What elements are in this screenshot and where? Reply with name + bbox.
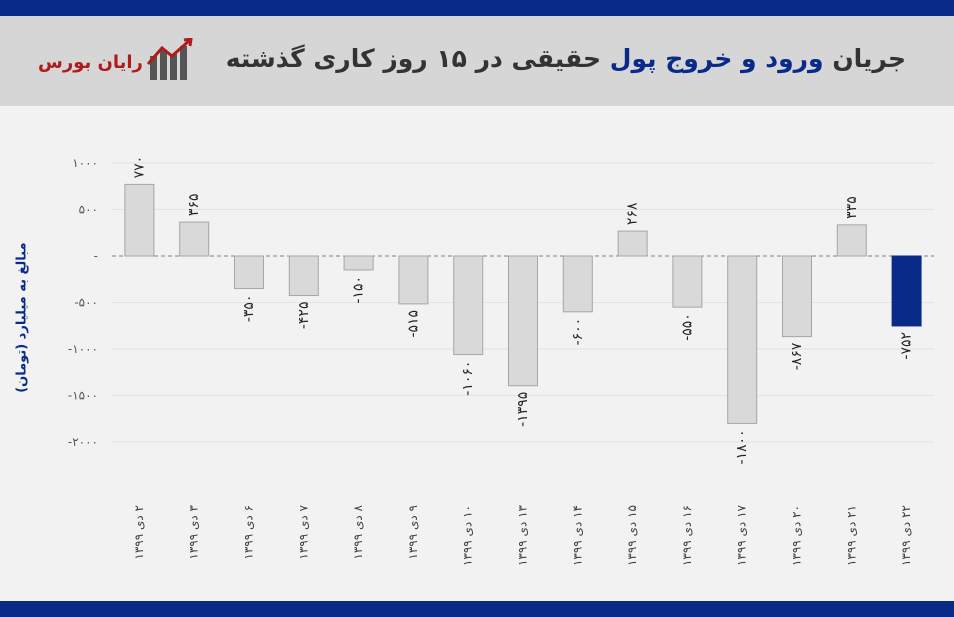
data-label: -۸۶۷	[789, 342, 805, 370]
top-border-bar	[0, 0, 954, 16]
bar	[234, 255, 264, 290]
x-tick-label: ۲۱ دی ۱۳۹۹	[844, 505, 858, 566]
x-tick-label: ۶ دی ۱۳۹۹	[242, 505, 256, 560]
logo-text: رایان بورس	[38, 52, 143, 73]
data-label: ۲۶۸	[625, 202, 641, 225]
x-tick-label: ۱۰ دی ۱۳۹۹	[461, 505, 475, 566]
data-label: -۴۲۵	[296, 302, 312, 330]
data-label: -۶۰۰	[570, 318, 586, 346]
data-label: -۷۵۲	[899, 332, 915, 360]
y-tick-label: -۱۵۰۰	[68, 389, 98, 403]
x-tick-label: ۲۲ دی ۱۳۹۹	[899, 505, 913, 566]
x-tick-label: ۸ دی ۱۳۹۹	[351, 504, 365, 559]
x-tick-label: ۹ دی ۱۳۹۹	[406, 505, 420, 560]
data-label: -۱۸۰۰	[734, 429, 750, 464]
data-label: -۱۰۶۰	[460, 361, 476, 396]
data-label: -۱۳۹۵	[515, 392, 531, 427]
x-tick-label: ۲۰ دی ۱۳۹۹	[790, 505, 804, 566]
y-tick-label: -۲۰۰۰	[68, 435, 98, 449]
logo: رایان بورس	[38, 38, 198, 82]
title-accent: ورود و خروج پول	[609, 44, 824, 73]
data-label: -۱۵۰	[351, 276, 367, 304]
y-tick-label: -۱۰۰۰	[68, 342, 98, 356]
x-tick-label: ۷ دی ۱۳۹۹	[296, 504, 310, 559]
x-tick-label: ۳ دی ۱۳۹۹	[187, 504, 201, 559]
bar	[343, 255, 374, 271]
x-tick-label: ۱۷ دی ۱۳۹۹	[735, 504, 749, 566]
bar	[508, 255, 538, 387]
x-tick-label: ۲ دی ۱۳۹۹	[132, 505, 146, 560]
bar	[836, 224, 867, 257]
bar	[672, 255, 703, 308]
y-tick-label: ۱۰۰۰	[72, 156, 98, 170]
bar	[617, 230, 648, 257]
bar	[179, 221, 210, 257]
x-tick-label: ۱۳ دی ۱۳۹۹	[516, 504, 530, 566]
title-part-2: حقیقی در ۱۵ روز کاری گذشته	[225, 44, 602, 73]
data-label: ۳۳۵	[844, 196, 860, 219]
y-tick-label: -	[94, 249, 98, 263]
y-tick-label: ۵۰۰	[79, 203, 98, 217]
data-label: -۵۱۵	[405, 310, 421, 338]
title-part-1: جریان	[832, 44, 906, 73]
x-tick-label: ۱۶ دی ۱۳۹۹	[680, 505, 694, 566]
bar	[562, 255, 593, 313]
bar	[124, 183, 155, 257]
header-band	[0, 16, 954, 106]
x-tick-label: ۱۴ دی ۱۳۹۹	[570, 505, 584, 566]
bar	[288, 255, 319, 297]
y-tick-label: -۵۰۰	[74, 296, 98, 310]
bar	[782, 255, 812, 338]
chart-title: جریان ورود و خروج پول حقیقی در ۱۵ روز کا…	[226, 44, 906, 73]
x-tick-label: ۱۵ دی ۱۳۹۹	[625, 505, 639, 566]
y-axis-label: مبالغ به میلیارد (تومان)	[14, 242, 30, 393]
bar	[453, 255, 484, 356]
bar-chart-logo-icon	[146, 38, 193, 80]
data-label: ۷۷۰	[131, 156, 147, 179]
data-label: -۳۵۰	[241, 295, 257, 323]
bar	[727, 255, 758, 424]
bottom-border-bar	[0, 601, 954, 617]
data-label: ۳۶۵	[186, 193, 202, 216]
bar	[398, 255, 429, 305]
bar	[891, 255, 922, 327]
data-label: -۵۵۰	[679, 313, 695, 341]
